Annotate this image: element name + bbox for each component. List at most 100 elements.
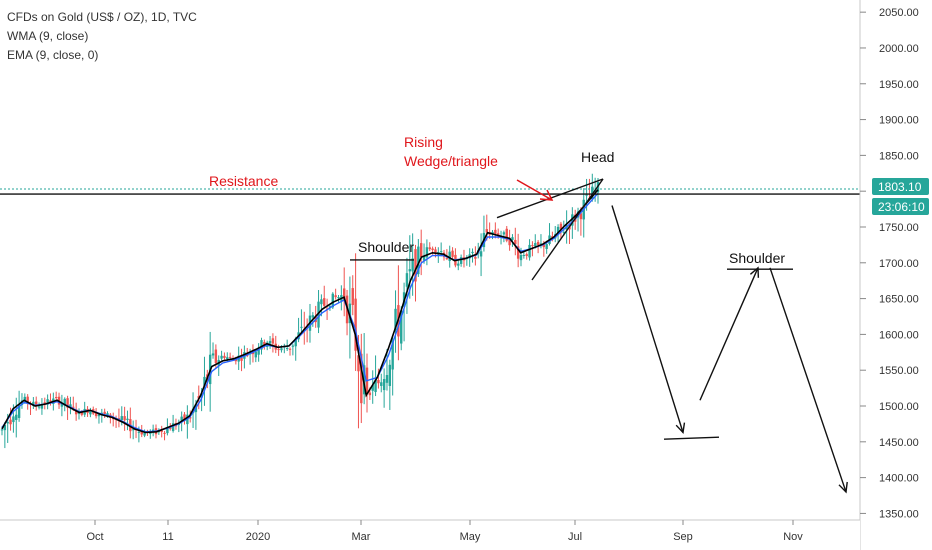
y-tick-label: 1350.00 bbox=[879, 508, 919, 520]
candle-body bbox=[377, 379, 380, 384]
candle-body bbox=[300, 326, 303, 328]
candle-body bbox=[419, 243, 423, 257]
projection-arrow-final-head bbox=[838, 481, 848, 494]
candle-body bbox=[123, 416, 126, 421]
candle-body bbox=[285, 347, 289, 349]
candle-body bbox=[485, 229, 488, 233]
candle-body bbox=[360, 353, 363, 404]
candle-body bbox=[431, 248, 434, 251]
price-axis[interactable]: 1350.00 1400.00 1450.00 1500.00 1550.00 1600.… bbox=[859, 0, 932, 550]
candle-body bbox=[448, 251, 451, 261]
candle-body bbox=[474, 256, 477, 259]
candle-body bbox=[422, 255, 426, 261]
candle-body bbox=[562, 231, 565, 233]
candle-body bbox=[411, 258, 414, 272]
candle-body bbox=[94, 412, 98, 417]
last-price-badge: 1803.10 bbox=[872, 178, 929, 195]
candle-body bbox=[246, 355, 249, 357]
candle-body bbox=[211, 353, 215, 356]
candle-body bbox=[183, 414, 186, 421]
candle-body bbox=[72, 406, 75, 408]
candle-body bbox=[405, 273, 409, 287]
legend-symbol-title[interactable]: CFDs on Gold (US$ / OZ), 1D, TVC bbox=[7, 10, 197, 24]
y-tick-label: 2050.00 bbox=[879, 7, 919, 19]
candle-body bbox=[103, 411, 106, 415]
y-tick-label: 1400.00 bbox=[879, 473, 919, 485]
candle-body bbox=[331, 293, 334, 308]
x-tick-label: Jul bbox=[568, 531, 582, 543]
candle-body bbox=[200, 393, 203, 398]
candle-body bbox=[43, 402, 46, 405]
candle-body bbox=[525, 254, 528, 256]
candle-body bbox=[585, 194, 588, 196]
candle-body bbox=[391, 339, 394, 370]
candle-body bbox=[131, 429, 135, 431]
candle-body bbox=[491, 231, 494, 234]
candle-body bbox=[328, 306, 332, 308]
candle-body bbox=[291, 345, 295, 347]
y-tick-label: 1550.00 bbox=[879, 365, 919, 377]
wedge-label-line1: Rising bbox=[404, 134, 443, 150]
candle-body bbox=[516, 246, 520, 259]
candle-body bbox=[496, 233, 500, 236]
candle-body bbox=[571, 214, 574, 226]
y-tick-label: 1950.00 bbox=[879, 79, 919, 91]
resistance-label: Resistance bbox=[209, 173, 278, 189]
candle-body bbox=[263, 341, 266, 346]
candle-body bbox=[368, 392, 372, 396]
candle-body bbox=[317, 301, 320, 328]
projected-low-marker bbox=[663, 436, 720, 440]
candle-body bbox=[522, 255, 526, 257]
candle-body bbox=[97, 414, 101, 417]
candle-body bbox=[457, 263, 460, 266]
legend-ema[interactable]: EMA (9, close, 0) bbox=[7, 48, 99, 62]
plot-area[interactable] bbox=[0, 173, 860, 494]
projection-arrow-final-shaft bbox=[769, 267, 847, 493]
candle-body bbox=[203, 376, 206, 386]
candle-body bbox=[280, 348, 283, 351]
candle-body bbox=[60, 403, 64, 407]
x-tick-label: Sep bbox=[673, 531, 693, 543]
candle-body bbox=[171, 423, 175, 431]
candle-body bbox=[408, 269, 411, 272]
candle-body bbox=[591, 186, 594, 199]
projection-arrow-down-shaft bbox=[611, 205, 684, 433]
candle-body bbox=[351, 288, 354, 306]
candle-body bbox=[6, 421, 9, 424]
candle-body bbox=[343, 288, 346, 301]
head-label: Head bbox=[581, 149, 614, 165]
time-axis[interactable]: Oct 11 2020 Mar May Jul Sep Nov bbox=[0, 519, 860, 550]
candle-body bbox=[508, 237, 511, 246]
candle-body bbox=[37, 406, 41, 408]
candle-body bbox=[137, 431, 141, 433]
candle-body bbox=[323, 298, 326, 306]
candle-body bbox=[106, 413, 109, 416]
candle-body bbox=[294, 338, 297, 347]
candle-body bbox=[32, 401, 35, 406]
x-tick-label: Mar bbox=[352, 531, 371, 543]
candle-body bbox=[271, 338, 275, 344]
legend-wma[interactable]: WMA (9, close) bbox=[7, 29, 89, 43]
candle-body bbox=[277, 349, 280, 351]
y-tick-label: 1900.00 bbox=[879, 115, 919, 127]
candle-body bbox=[494, 229, 497, 234]
candle-body bbox=[434, 249, 437, 253]
x-tick-label: 11 bbox=[162, 531, 173, 543]
y-tick-label: 1500.00 bbox=[879, 401, 919, 413]
red-arrow-head bbox=[539, 189, 554, 201]
candle-body bbox=[66, 398, 69, 408]
candle-body bbox=[539, 243, 543, 245]
candle-body bbox=[502, 232, 506, 235]
candle-body bbox=[479, 251, 483, 257]
candle-body bbox=[371, 385, 374, 391]
chart-legend[interactable]: CFDs on Gold (US$ / OZ), 1D, TVC WMA (9,… bbox=[7, 8, 197, 65]
candle-body bbox=[260, 340, 263, 350]
candle-body bbox=[519, 255, 523, 261]
y-tick-label: 1650.00 bbox=[879, 294, 919, 306]
candles-group bbox=[0, 173, 600, 449]
candle-body bbox=[559, 223, 563, 230]
candle-body bbox=[160, 430, 163, 432]
candle-body bbox=[140, 431, 143, 435]
indicator-lines bbox=[1, 189, 599, 434]
